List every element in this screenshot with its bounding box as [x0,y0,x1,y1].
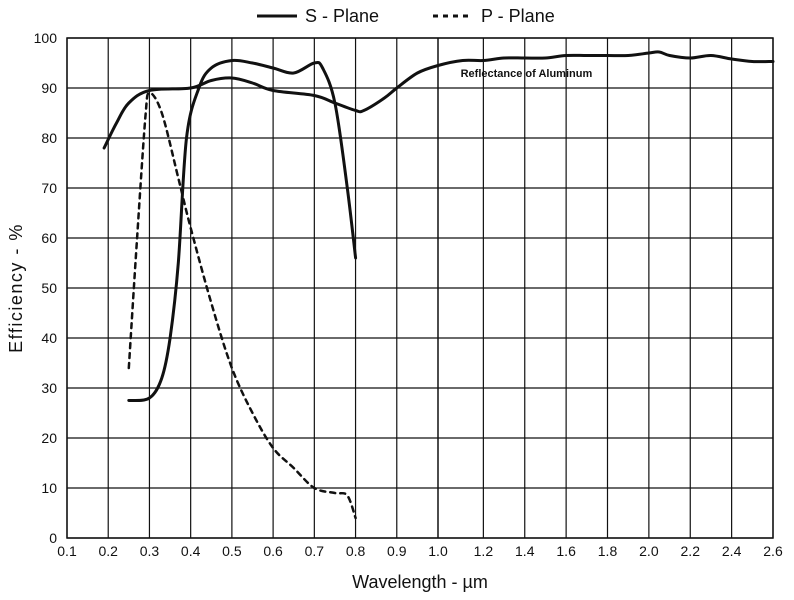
x-tick-label: 0.9 [387,543,407,559]
y-tick-label: 100 [34,30,58,46]
annotation-label: Reflectance of Aluminum [461,68,593,80]
y-tick-label: 70 [41,180,57,196]
x-tick-label: 2.2 [681,543,701,559]
x-tick-label: 0.8 [346,543,366,559]
x-tick-label: 0.2 [98,543,118,559]
x-tick-label: 1.6 [556,543,576,559]
x-tick-labels: 0.1 0.2 0.3 0.4 0.5 0.6 0.7 0.8 0.9 1.0 1.2 1.4 1.6 1… [57,543,783,559]
x-tick-label: 0.1 [57,543,77,559]
legend: S - Plane P - Plane [257,6,555,26]
plot-border [66,37,774,539]
y-tick-label: 40 [41,330,57,346]
annotations: Reflectance of Aluminum [461,68,593,80]
x-tick-label: 0.3 [140,543,160,559]
y-tick-label: 0 [49,530,57,546]
x-tick-label: 1.2 [474,543,494,559]
y-axis-label: Efficiency - % [6,223,26,353]
x-tick-label: 1.0 [428,543,448,559]
y-tick-labels: 0 10 20 30 40 50 60 70 80 90 100 [34,30,58,546]
series-group [102,50,775,520]
plot-frame [66,37,774,539]
x-tick-label: 0.5 [222,543,242,559]
y-tick-label: 60 [41,230,57,246]
legend-item-p-plane: P - Plane [433,6,555,26]
y-tick-label: 90 [41,80,57,96]
legend-item-s-plane: S - Plane [257,6,379,26]
grid [66,37,774,539]
y-tick-label: 50 [41,280,57,296]
x-tick-label: 0.7 [305,543,325,559]
y-tick-label: 80 [41,130,57,146]
legend-label: S - Plane [305,6,379,26]
s-plane-line [127,58,358,403]
y-tick-label: 10 [41,480,57,496]
x-tick-label: 2.0 [639,543,659,559]
x-tick-label: 0.6 [263,543,283,559]
x-tick-label: 0.4 [181,543,201,559]
p-plane-line [127,91,357,520]
y-tick-label: 30 [41,380,57,396]
x-tick-label: 1.8 [598,543,618,559]
x-axis-label: Wavelength - µm [352,572,488,592]
x-tick-label: 1.4 [515,543,535,559]
legend-label: P - Plane [481,6,555,26]
x-tick-label: 2.4 [722,543,742,559]
x-tick-label: 2.6 [763,543,783,559]
aluminum-reflectance-line [102,50,775,150]
y-tick-label: 20 [41,430,57,446]
